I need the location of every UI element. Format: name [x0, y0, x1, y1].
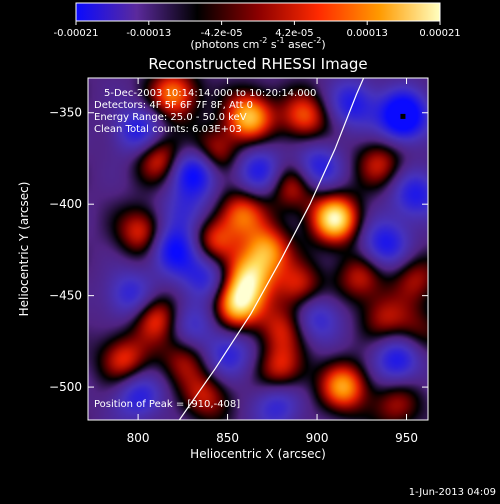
heatmap-image — [88, 78, 428, 420]
x-tick-label: 850 — [216, 431, 239, 445]
annotation-block: 5-Dec-2003 10:14:14.000 to 10:20:14.000 … — [94, 88, 316, 135]
colorbar-tick-label: -4.2e-05 — [201, 28, 243, 39]
y-tick-label: −450 — [49, 289, 82, 303]
y-axis: −350 −400 −450 −500 — [49, 106, 428, 394]
colorbar-tick-label: -0.00021 — [54, 28, 99, 39]
colorbar-ticks: -0.00021 -0.00013 -4.2e-05 4.2e-05 0.00013 0.… — [54, 21, 461, 39]
solar-limb-curve — [178, 78, 365, 420]
x-axis-label: Heliocentric X (arcsec) — [190, 447, 326, 461]
colorbar-bar — [75, 2, 441, 22]
annotation-time-range: 5-Dec-2003 10:14:14.000 to 10:20:14.000 — [104, 88, 316, 99]
colorbar-tick-label: 0.00013 — [347, 28, 388, 39]
x-axis: 800 850 900 950 — [127, 78, 418, 445]
y-tick-label: −350 — [49, 106, 82, 120]
colorbar-tick-label: -0.00013 — [126, 28, 171, 39]
y-axis-label: Heliocentric Y (arcsec) — [17, 182, 31, 317]
colorbar-tick-label: 4.2e-05 — [275, 28, 313, 39]
peak-marker — [400, 113, 406, 119]
y-tick-label: −500 — [49, 380, 82, 394]
peak-position-label: Position of Peak = [910,-408] — [94, 399, 240, 410]
annotation-energy-range: Energy Range: 25.0 - 50.0 keV — [94, 112, 247, 123]
colorbar-units-label: (photons cm-2 s-1 asec-2) — [190, 36, 325, 51]
annotation-total-counts: Clean Total counts: 6.03E+03 — [94, 124, 242, 135]
colorbar-tick-label: 0.00021 — [419, 28, 460, 39]
x-tick-label: 950 — [395, 431, 418, 445]
plot-title: Reconstructed RHESSI Image — [148, 55, 367, 73]
y-tick-label: −400 — [49, 197, 82, 211]
colorbar: -0.00021 -0.00013 -4.2e-05 4.2e-05 0.00013 0.… — [54, 2, 461, 51]
annotation-detectors: Detectors: 4F 5F 6F 7F 8F, Att 0 — [94, 100, 253, 111]
footer-date: 1-Jun-2013 04:09 — [409, 487, 496, 498]
x-tick-label: 900 — [306, 431, 329, 445]
x-tick-label: 800 — [127, 431, 150, 445]
plot-frame — [87, 77, 429, 421]
